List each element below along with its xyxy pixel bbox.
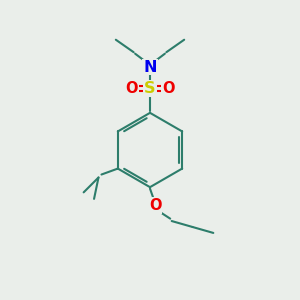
Text: S: S (144, 81, 156, 96)
Text: O: O (149, 198, 162, 213)
Text: O: O (125, 81, 138, 96)
Text: N: N (143, 60, 157, 75)
Text: O: O (162, 81, 175, 96)
